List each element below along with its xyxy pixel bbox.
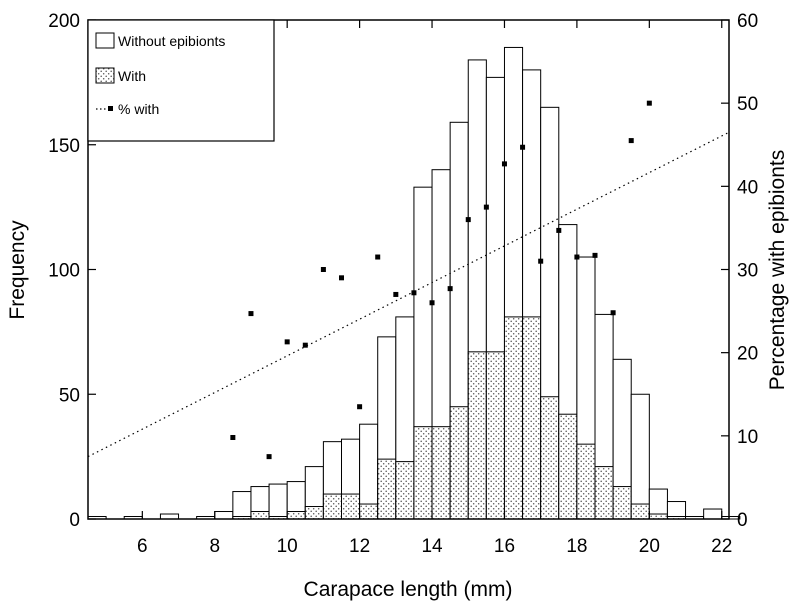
percent-point <box>465 217 471 223</box>
y-tick-label: 100 <box>48 261 80 282</box>
bar-with-epibionts <box>630 503 650 520</box>
percent-point <box>230 434 236 440</box>
y-tick-label: 150 <box>48 136 80 157</box>
percent-point <box>411 290 417 296</box>
bar-with-epibionts <box>359 503 379 520</box>
percent-point <box>520 144 526 150</box>
y2-tick-label: 20 <box>737 344 758 365</box>
bar-with-epibionts <box>612 486 632 520</box>
bar-with-epibionts <box>485 351 505 520</box>
bar-without-epibionts <box>232 491 252 520</box>
legend-swatch-percent-marker <box>108 106 113 111</box>
percent-point <box>538 258 544 264</box>
x-tick-label: 16 <box>494 536 515 557</box>
y-axis-ticks: 0 50 100 150 200 <box>48 11 96 531</box>
bar-with-epibionts <box>576 443 596 520</box>
y2-tick-label: 30 <box>737 261 758 282</box>
percent-point <box>375 254 381 260</box>
y2-tick-label: 50 <box>737 94 758 115</box>
legend: Without epibionts With % with <box>87 19 275 142</box>
percent-point <box>628 138 634 144</box>
y2-tick-label: 40 <box>737 177 758 198</box>
percent-point <box>320 267 326 272</box>
percent-point <box>302 342 308 348</box>
percent-point <box>592 252 598 258</box>
x-tick-label: 10 <box>277 536 298 557</box>
percent-point <box>574 254 580 260</box>
bar-without-epibionts <box>703 508 723 520</box>
percent-point <box>556 227 562 233</box>
legend-swatch-without <box>95 32 115 49</box>
y2-tick-label: 0 <box>737 510 748 531</box>
y2-tick-label: 10 <box>737 427 758 448</box>
y-tick-label: 0 <box>69 510 80 531</box>
x-tick-label: 6 <box>137 536 148 557</box>
legend-box <box>87 19 275 142</box>
x-tick-label: 12 <box>349 536 370 557</box>
x-tick-label: 14 <box>421 536 443 557</box>
bar-with-epibionts <box>413 426 433 520</box>
bar-with-epibionts <box>540 396 560 520</box>
bar-with-epibionts <box>594 466 614 520</box>
percent-point <box>610 310 616 316</box>
y2-axis-title: Percentage with epibionts <box>766 150 789 391</box>
bar-with-epibionts <box>522 316 542 520</box>
percent-point <box>501 161 507 167</box>
legend-label-without: Without epibionts <box>118 33 225 49</box>
legend-swatch-with <box>95 67 115 84</box>
bar-without-epibionts <box>214 511 234 520</box>
bar-with-epibionts <box>431 426 451 520</box>
percent-point <box>357 404 363 410</box>
percent-point <box>339 275 345 281</box>
y-axis-title: Frequency <box>6 220 29 320</box>
percent-point <box>248 311 254 317</box>
percent-point <box>266 454 272 460</box>
percent-point <box>483 204 489 210</box>
bar-with-epibionts <box>286 511 306 520</box>
x-axis-title: Carapace length (mm) <box>304 578 513 601</box>
percent-point <box>447 286 453 292</box>
percent-point <box>646 100 652 106</box>
bar-with-epibionts <box>250 511 270 520</box>
x-tick-label: 8 <box>209 536 220 557</box>
legend-label-percent: % with <box>118 101 159 117</box>
bar-with-epibionts <box>558 413 578 520</box>
bar-without-epibionts <box>268 483 288 520</box>
x-tick-label: 20 <box>639 536 660 557</box>
y2-tick-label: 60 <box>737 11 758 32</box>
x-tick-label: 22 <box>711 536 732 557</box>
x-tick-label: 18 <box>566 536 587 557</box>
bar-with-epibionts <box>322 493 343 520</box>
bar-with-epibionts <box>503 316 524 520</box>
percent-point <box>284 339 290 345</box>
bar-with-epibionts <box>304 506 324 520</box>
legend-label-with: With <box>118 68 146 84</box>
percent-point <box>393 291 399 297</box>
y2-axis-ticks: 0 10 20 30 40 50 60 <box>721 11 758 531</box>
bar-with-epibionts <box>377 458 397 520</box>
bar-without-epibionts <box>630 393 650 520</box>
y-tick-label: 200 <box>48 11 80 32</box>
points-layer <box>230 100 652 460</box>
bar-with-epibionts <box>395 461 415 520</box>
bar-with-epibionts <box>449 406 469 520</box>
x-axis-ticks: 6 8 10 12 14 16 18 20 22 <box>137 20 732 557</box>
bar-with-epibionts <box>467 351 487 520</box>
y-tick-label: 50 <box>59 385 80 406</box>
bar-with-epibionts <box>341 493 361 520</box>
percent-point <box>429 300 435 306</box>
